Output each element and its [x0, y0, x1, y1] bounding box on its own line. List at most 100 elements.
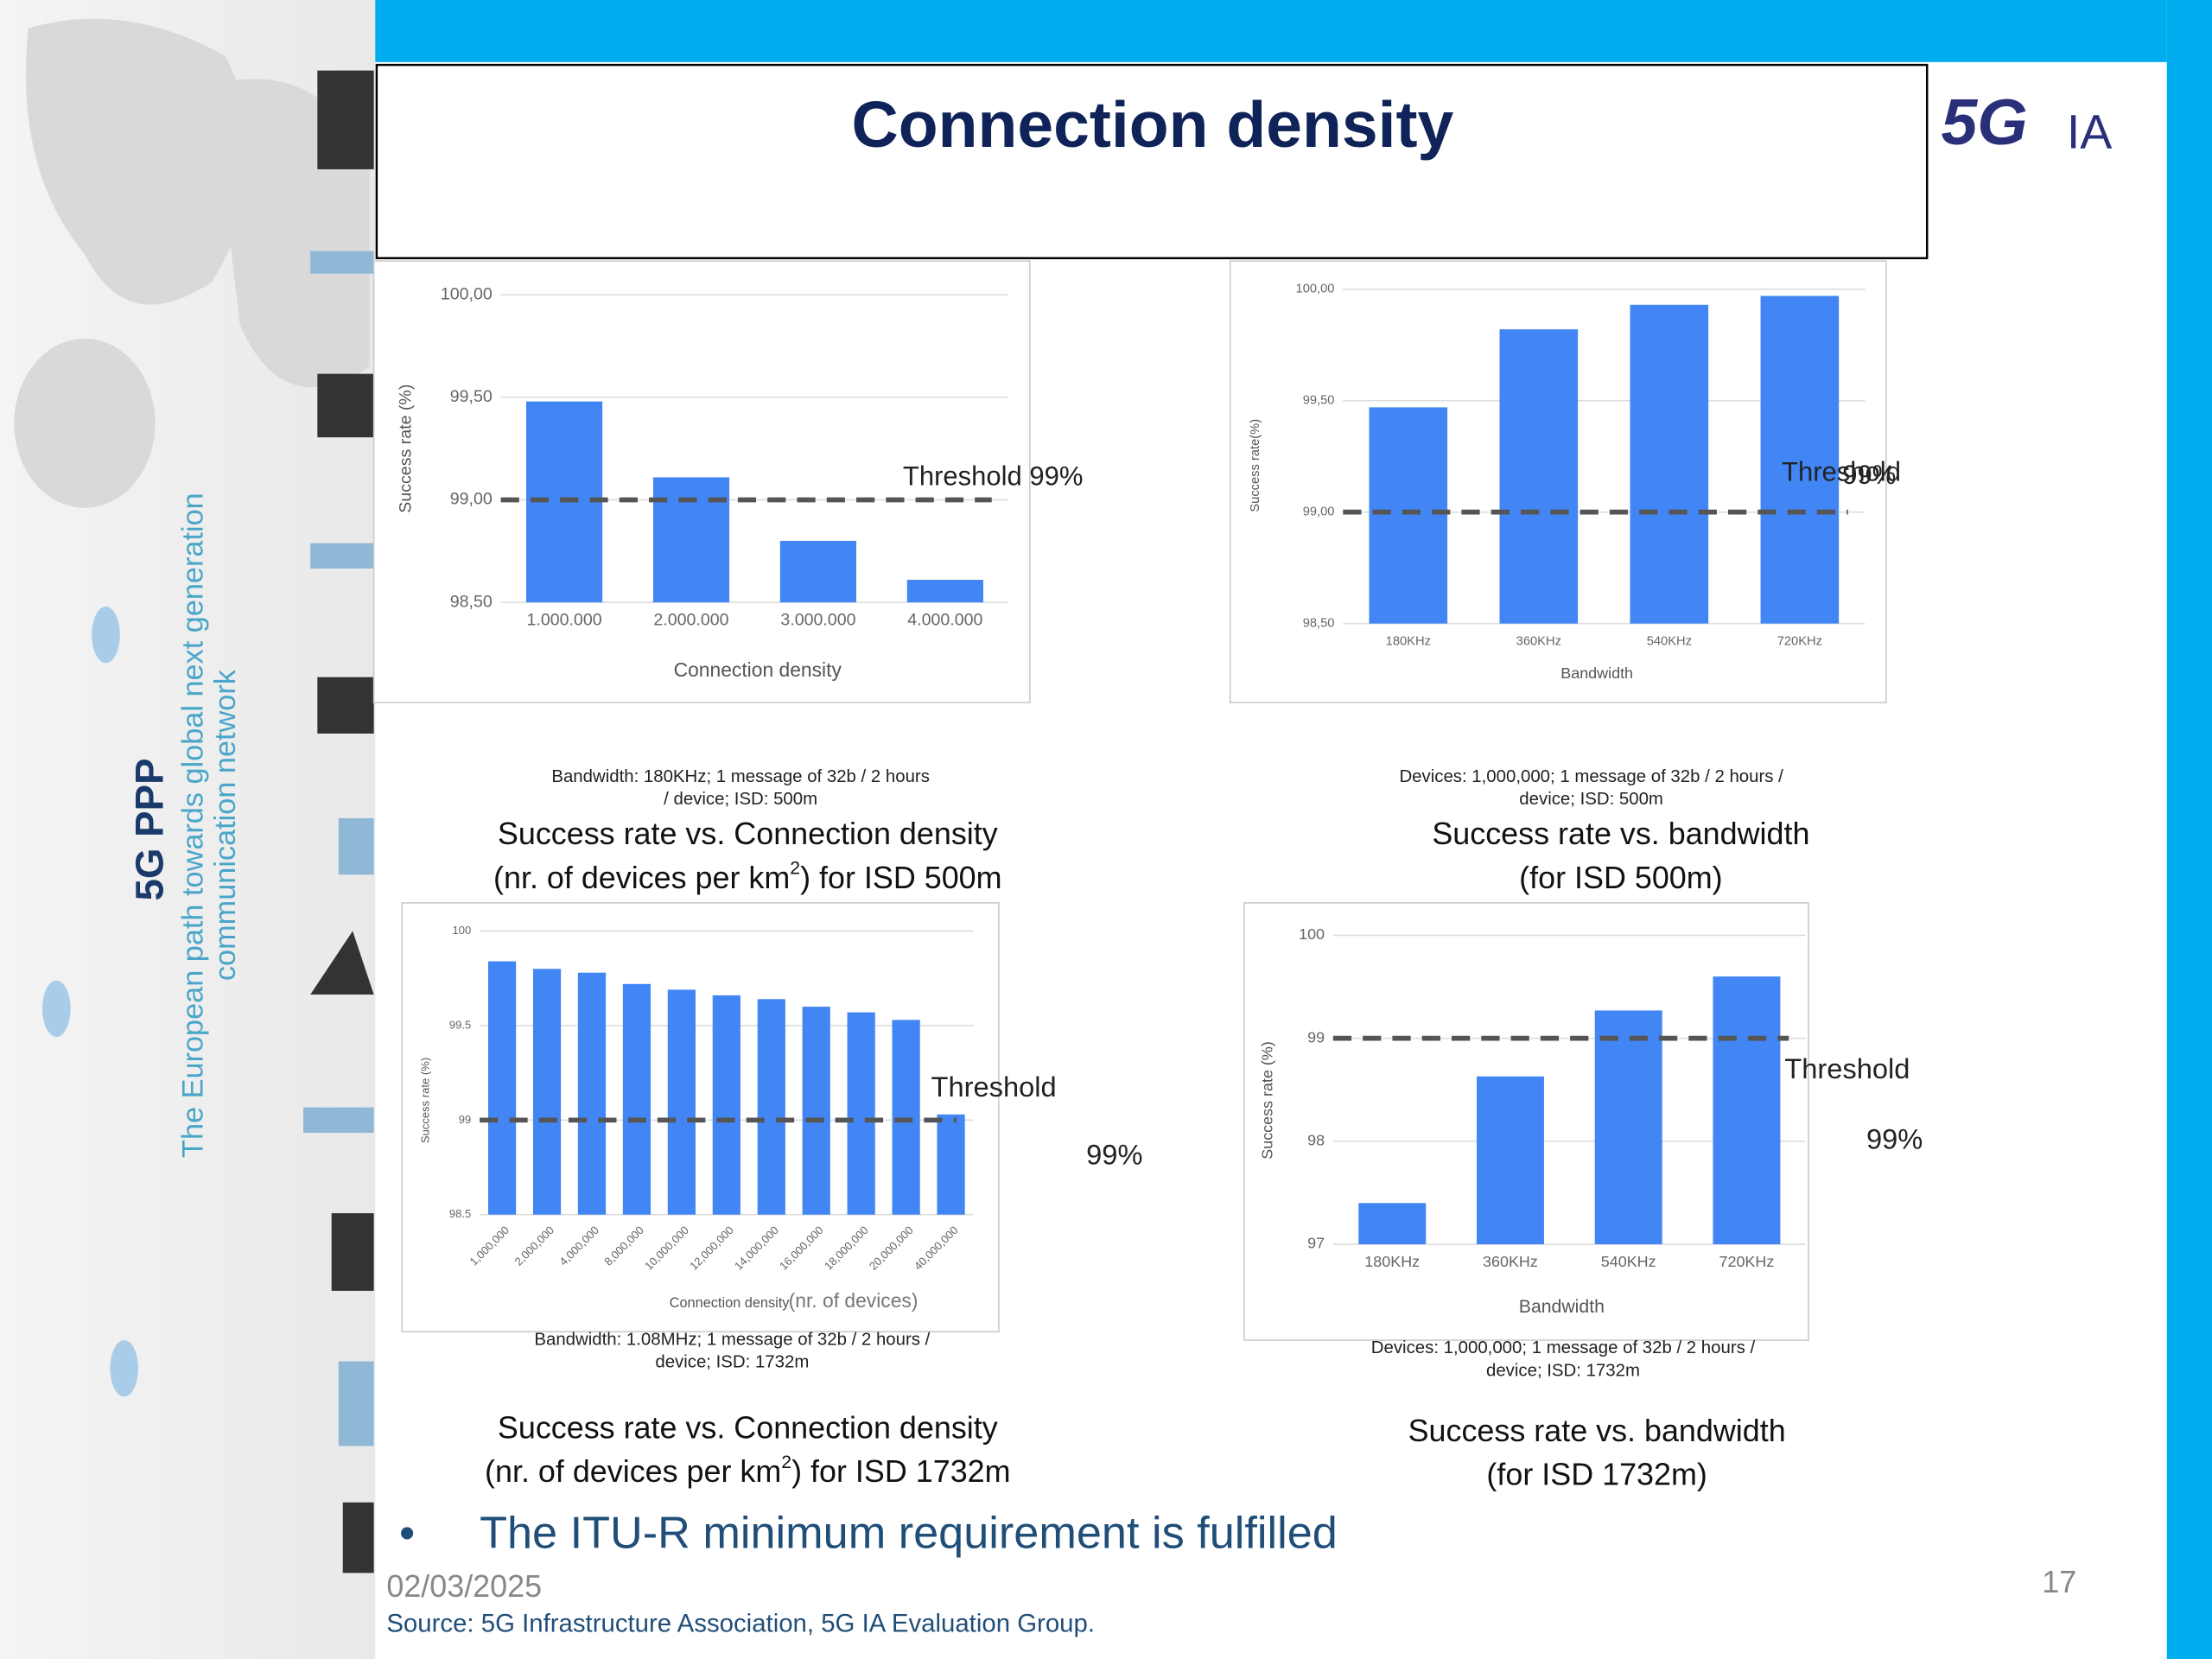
annotation: Threshold 99% [903, 461, 1084, 492]
caption-part: (for ISD 500m) [1519, 860, 1722, 895]
chart-note: device; ISD: 500m [1519, 790, 1663, 809]
x-tick-label: 180KHz [1386, 635, 1431, 649]
bar [667, 989, 696, 1215]
chart-caption: (nr. of devices per km2) for ISD 1732m [485, 1452, 1010, 1490]
caption-part: (nr. of devices per km [485, 1454, 781, 1490]
title-box [375, 63, 1929, 259]
x-tick-label: 360KHz [1483, 1253, 1538, 1270]
y-tick-label: 98 [1307, 1132, 1325, 1149]
chart-note: device; ISD: 1732m [1486, 1361, 1640, 1380]
bar [712, 995, 741, 1215]
bar [847, 1012, 875, 1215]
bar [906, 580, 983, 603]
side-line: The European path towards global next ge… [176, 493, 209, 1158]
y-tick-label: 97 [1307, 1235, 1325, 1252]
x-tick-label: 4.000.000 [907, 611, 982, 630]
y-tick-label: 100,00 [1296, 283, 1335, 296]
chart-note: device; ISD: 1732m [655, 1353, 809, 1372]
caption-part: ) for ISD 500m [800, 860, 1001, 895]
bullet-dot: • [399, 1509, 415, 1559]
top-bar [375, 0, 2167, 62]
caption-part: ) for ISD 1732m [791, 1454, 1010, 1490]
y-axis-label: Success rate (%) [1258, 1041, 1275, 1160]
caption-part: Success rate vs. Connection density [498, 1410, 998, 1446]
bar [779, 540, 857, 603]
logo-text: IA [2067, 105, 2112, 158]
y-axis-label: Success rate (%) [396, 385, 415, 513]
chart-caption: (for ISD 1732m) [1486, 1457, 1707, 1492]
bar [487, 961, 517, 1215]
bullet-text: The ITU-R minimum requirement is fulfill… [480, 1509, 1338, 1559]
annotation: Threshold [931, 1071, 1057, 1103]
y-tick-label: 98,50 [450, 592, 493, 611]
y-tick-label: 98.5 [449, 1207, 471, 1220]
x-tick-label: 1.000.000 [527, 611, 602, 630]
caption-part: Success rate vs. bandwidth [1408, 1413, 1786, 1448]
y-tick-label: 99,50 [450, 387, 493, 406]
annotation: Threshold [1782, 457, 1901, 487]
bar [622, 983, 652, 1215]
chart-caption: (for ISD 500m) [1519, 860, 1722, 895]
page-number: 17 [2042, 1564, 2076, 1599]
x-tick-label: 2.000.000 [653, 611, 728, 630]
bar [757, 999, 785, 1215]
x-tick-label: 3.000.000 [780, 611, 855, 630]
x-axis-label: Bandwidth [1560, 664, 1633, 682]
bar [1358, 1203, 1427, 1244]
annotation: 99% [1086, 1138, 1142, 1170]
bar [1499, 329, 1579, 624]
annotation: (nr. of devices) [789, 1289, 918, 1312]
chart-note: Devices: 1,000,000; 1 message of 32b / 2… [1399, 767, 1783, 786]
source: Source: 5G Infrastructure Association, 5… [386, 1610, 1095, 1638]
y-tick-label: 98,50 [1303, 617, 1335, 631]
logo-mark: 5G [1942, 86, 2028, 158]
date: 02/03/2025 [386, 1568, 542, 1604]
bar [1369, 407, 1448, 624]
skyline-decoration [310, 70, 374, 1573]
bar [577, 972, 607, 1215]
cloud-decoration [41, 607, 138, 1397]
bar [937, 1114, 965, 1215]
bar [892, 1020, 920, 1215]
chart-caption: Success rate vs. Connection density [498, 817, 998, 852]
y-tick-label: 100 [1299, 925, 1325, 943]
y-tick-label: 100 [453, 924, 472, 937]
x-tick-label: 540KHz [1647, 635, 1692, 649]
y-tick-label: 99 [1307, 1028, 1325, 1046]
chart-caption: Success rate vs. Connection density [498, 1410, 998, 1446]
x-tick-label: 720KHz [1777, 635, 1822, 649]
x-axis-label: Bandwidth [1519, 1297, 1605, 1317]
bar [1476, 1076, 1544, 1244]
bar [1760, 296, 1840, 624]
y-axis-label: Success rate (%) [419, 1058, 432, 1143]
slide-title: Connection density [852, 88, 1454, 161]
chart-caption: Success rate vs. bandwidth [1408, 1413, 1786, 1448]
chart-caption: (nr. of devices per km2) for ISD 500m [493, 858, 1002, 895]
bar [1713, 976, 1781, 1244]
x-axis-label: Connection density [670, 1295, 791, 1311]
x-tick-label: 720KHz [1719, 1253, 1775, 1270]
x-tick-label: 540KHz [1601, 1253, 1656, 1270]
x-axis-label: Connection density [674, 658, 842, 681]
x-tick-label: 180KHz [1364, 1253, 1420, 1270]
y-tick-label: 99,00 [450, 490, 493, 509]
bar [532, 969, 562, 1215]
y-tick-label: 100,00 [441, 284, 493, 303]
annotation: 99% [1842, 460, 1896, 490]
chart-caption: Success rate vs. bandwidth [1432, 817, 1809, 852]
chart-note: Devices: 1,000,000; 1 message of 32b / 2… [1371, 1338, 1756, 1357]
y-axis-label: Success rate(%) [1249, 419, 1262, 512]
side-name: 5G PPP [127, 758, 171, 900]
annotation: 99% [1866, 1122, 1923, 1154]
right-bar [2166, 0, 2212, 1659]
side-line: communication network [209, 669, 242, 981]
chart-note: Bandwidth: 1.08MHz; 1 message of 32b / 2… [534, 1330, 930, 1349]
caption-part: Success rate vs. Connection density [498, 817, 998, 852]
bar [1594, 1010, 1662, 1244]
caption-part: 2 [790, 858, 800, 878]
y-tick-label: 99,00 [1303, 505, 1335, 519]
building-decoration [303, 251, 374, 1446]
caption-part: (nr. of devices per km [493, 860, 790, 895]
bar [652, 477, 730, 603]
